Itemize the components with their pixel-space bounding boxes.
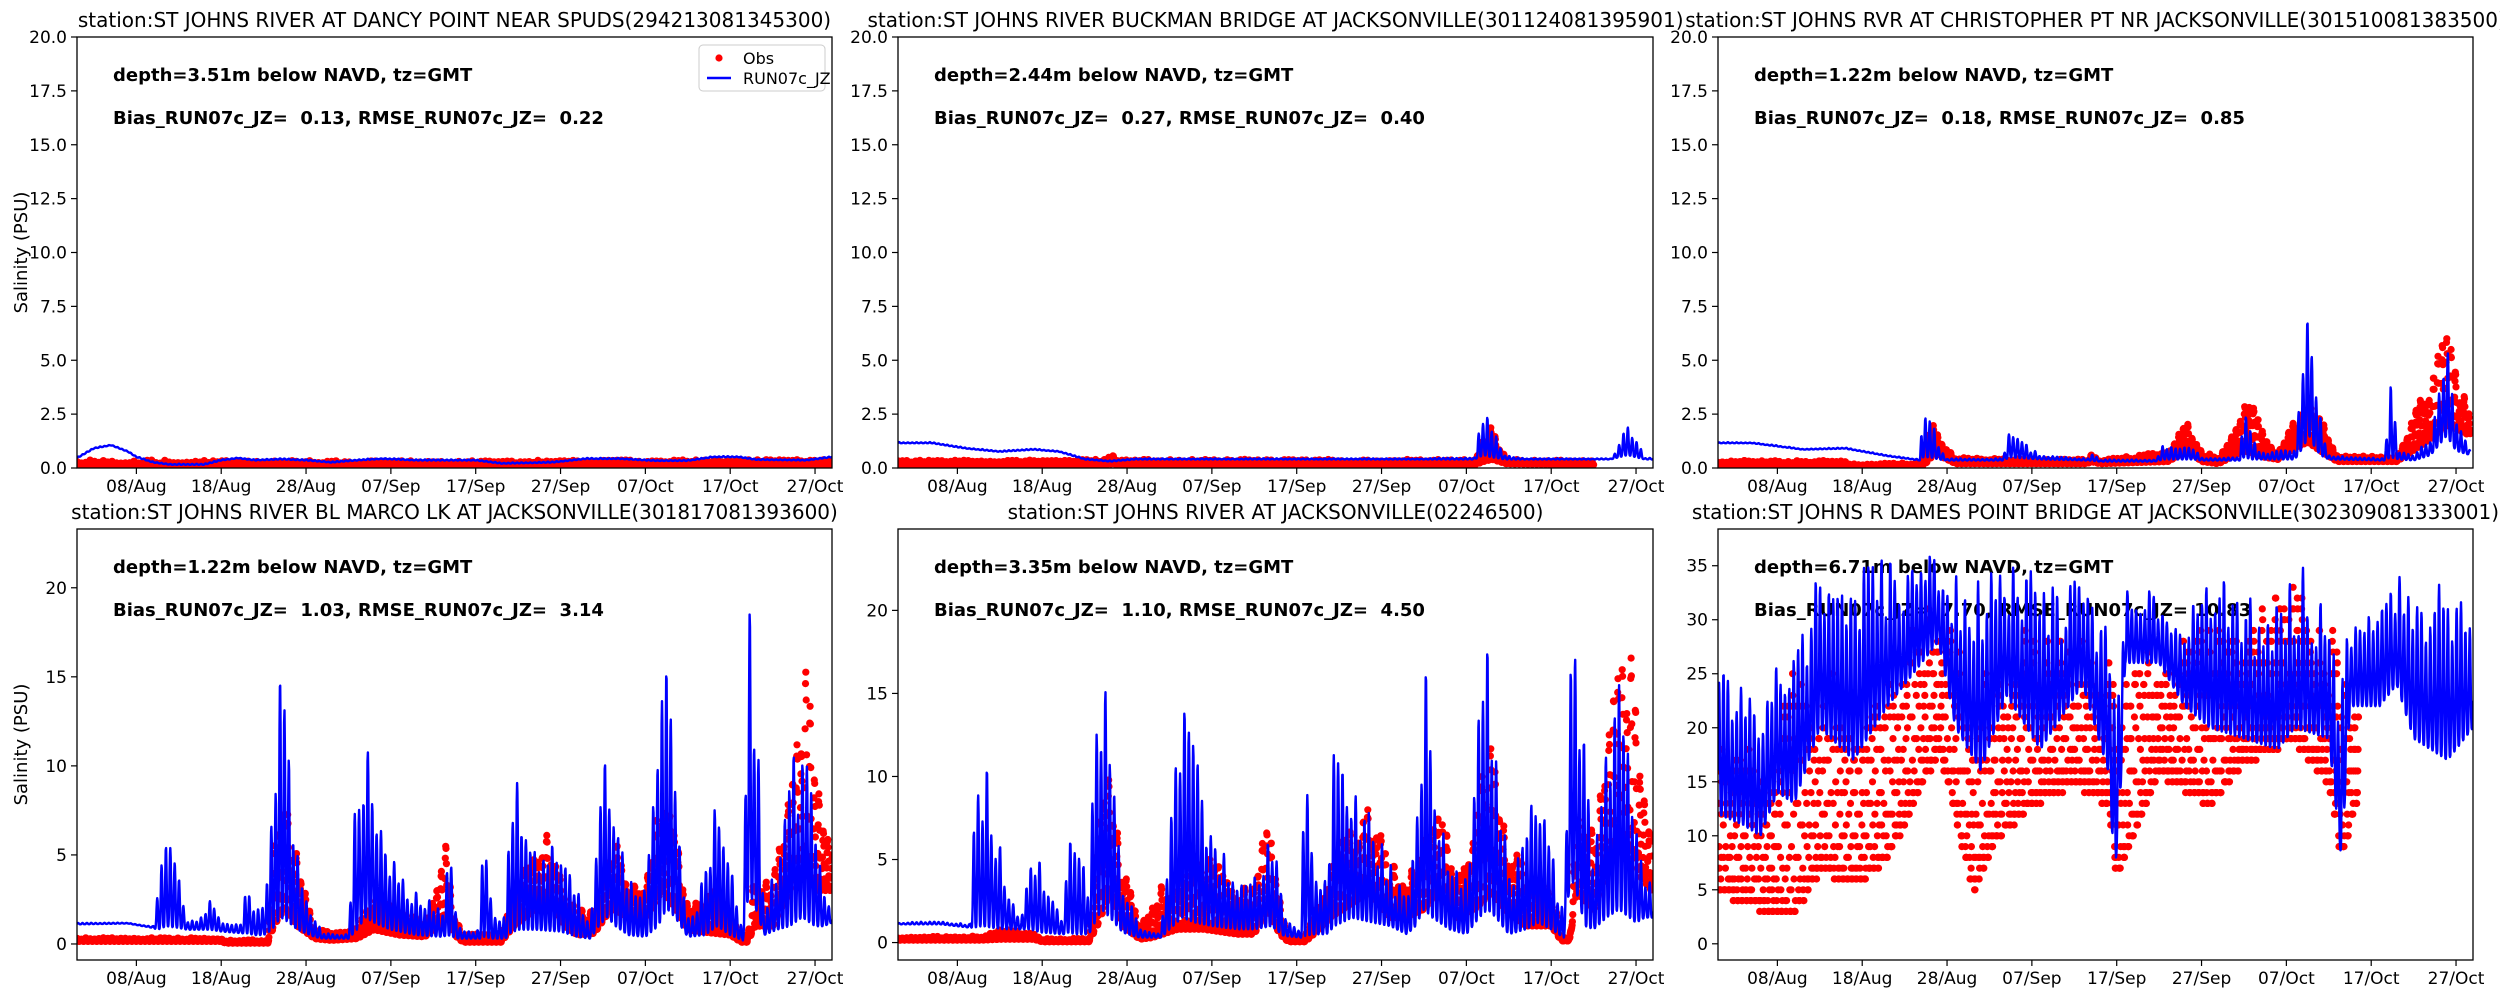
x-tick-label: 07/Sep bbox=[361, 477, 420, 497]
x-tick-label: 07/Sep bbox=[1182, 477, 1241, 497]
y-tick-label: 15.0 bbox=[29, 136, 67, 156]
bias-rmse-annotation: Bias_RUN07c_JZ= 0.13, RMSE_RUN07c_JZ= 0.… bbox=[113, 108, 604, 129]
y-tick-label: 12.5 bbox=[29, 190, 67, 210]
bias-rmse-annotation: Bias_RUN07c_JZ= 0.18, RMSE_RUN07c_JZ= 0.… bbox=[1754, 108, 2245, 129]
depth-annotation: depth=2.44m below NAVD, tz=GMT bbox=[934, 65, 1294, 86]
y-tick-label: 7.5 bbox=[40, 297, 67, 317]
x-tick-label: 18/Aug bbox=[191, 477, 252, 497]
model-line bbox=[77, 443, 832, 466]
x-tick-label: 08/Aug bbox=[106, 477, 167, 497]
y-tick-label: 15.0 bbox=[850, 136, 888, 156]
y-tick-label: 17.5 bbox=[850, 82, 888, 102]
legend-obs-marker bbox=[715, 54, 723, 62]
plot-area bbox=[1718, 322, 2473, 468]
x-tick-label: 28/Aug bbox=[276, 477, 337, 497]
y-tick-label: 7.5 bbox=[861, 297, 888, 317]
y-tick-label: 12.5 bbox=[850, 190, 888, 210]
bias-rmse-annotation: Bias_RUN07c_JZ= 0.27, RMSE_RUN07c_JZ= 0.… bbox=[934, 108, 1425, 129]
y-tick-label: 2.5 bbox=[40, 405, 67, 425]
depth-annotation: depth=3.51m below NAVD, tz=GMT bbox=[113, 65, 473, 86]
x-tick-label: 28/Aug bbox=[1097, 477, 1158, 497]
subplot-3: station:ST JOHNS RVR AT CHRISTOPHER PT N… bbox=[1670, 8, 2500, 497]
y-tick-label: 0.0 bbox=[861, 459, 888, 479]
x-tick-label: 27/Sep bbox=[531, 477, 590, 497]
y-tick-label: 10.0 bbox=[29, 244, 67, 264]
x-tick-label: 17/Sep bbox=[446, 477, 505, 497]
legend-obs-label: Obs bbox=[743, 49, 774, 68]
y-tick-label: 0.0 bbox=[40, 459, 67, 479]
y-tick-label: 17.5 bbox=[29, 82, 67, 102]
y-tick-label: 2.5 bbox=[861, 405, 888, 425]
x-tick-label: 17/Sep bbox=[1267, 477, 1326, 497]
y-tick-label: 20.0 bbox=[850, 28, 888, 48]
depth-annotation: depth=1.22m below NAVD, tz=GMT bbox=[1754, 65, 2114, 86]
x-tick-label: 18/Aug bbox=[1012, 477, 1073, 497]
y-axis-label: Salinity (PSU) bbox=[11, 192, 32, 314]
x-tick-label: 27/Oct bbox=[1608, 477, 1665, 497]
x-tick-label: 27/Oct bbox=[787, 477, 844, 497]
legend-box bbox=[698, 44, 826, 92]
subplot-2: station:ST JOHNS RIVER BUCKMAN BRIDGE AT… bbox=[850, 8, 1683, 497]
x-tick-label: 17/Oct bbox=[702, 477, 759, 497]
y-tick-label: 10.0 bbox=[850, 244, 888, 264]
y-tick-label: 5.0 bbox=[861, 351, 888, 371]
plot-area bbox=[898, 416, 1653, 468]
x-tick-label: 07/Oct bbox=[617, 477, 674, 497]
obs-point bbox=[1590, 461, 1598, 468]
y-tick-label: 5.0 bbox=[40, 351, 67, 371]
subplot-1: station:ST JOHNS RIVER AT DANCY POINT NE… bbox=[11, 8, 844, 497]
legend-model-label: RUN07c_JZ bbox=[743, 69, 831, 89]
x-tick-label: 27/Sep bbox=[1352, 477, 1411, 497]
subplot-title: station:ST JOHNS RVR AT CHRISTOPHER PT N… bbox=[1685, 8, 2500, 32]
x-tick-label: 07/Oct bbox=[1438, 477, 1495, 497]
y-tick-label: 20.0 bbox=[29, 28, 67, 48]
obs-point bbox=[828, 457, 832, 465]
x-tick-label: 17/Oct bbox=[1523, 477, 1580, 497]
x-tick-label: 08/Aug bbox=[927, 477, 988, 497]
plot-area bbox=[77, 443, 832, 468]
subplot-title: station:ST JOHNS RIVER BUCKMAN BRIDGE AT… bbox=[867, 8, 1683, 32]
model-line bbox=[898, 416, 1653, 463]
subplot-title: station:ST JOHNS RIVER AT DANCY POINT NE… bbox=[78, 8, 831, 32]
